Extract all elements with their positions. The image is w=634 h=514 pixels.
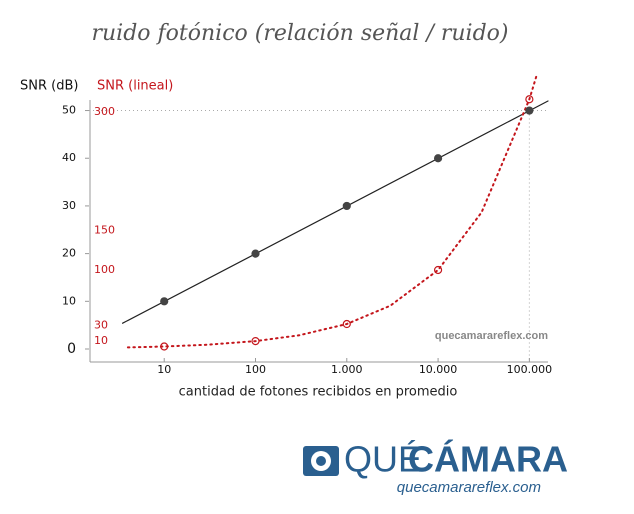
x-tick-label: 100.000 (507, 363, 553, 376)
y2-tick-label: 150 (94, 223, 115, 236)
y2-axis-label: SNR (lineal) (97, 79, 173, 94)
point (525, 95, 534, 104)
watermark: quecamarareflex.com (435, 330, 548, 342)
x-axis-label: cantidad de fotones recibidos en promedi… (179, 385, 458, 400)
point (342, 319, 351, 329)
point (525, 106, 534, 115)
y2-tick-label: 10 (94, 334, 108, 347)
y-tick-label: 0 (67, 341, 76, 357)
y2-tick-label: 30 (94, 318, 108, 331)
logo-url: quecamarareflex.com (397, 479, 541, 496)
logo-text: QUÉ (344, 439, 422, 480)
x-tick-label: 10 (157, 363, 171, 376)
y-axis-label: SNR (dB) (20, 79, 78, 94)
logo-icon (303, 446, 339, 476)
point (251, 249, 260, 258)
y-tick-label: 20 (62, 247, 76, 260)
y-tick-label: 30 (62, 199, 76, 212)
fit-line (126, 74, 538, 349)
y-tick-label: 10 (62, 294, 76, 307)
fit-line (122, 100, 549, 324)
logo-text: CÁMARA (408, 439, 568, 480)
point (342, 201, 351, 211)
point (433, 265, 443, 275)
x-tick-label: 1.000 (331, 363, 363, 376)
chart-title: ruido fotónico (relación señal / ruido) (92, 21, 509, 46)
x-tick-label: 10.000 (419, 363, 458, 376)
point (160, 342, 169, 351)
point (433, 154, 443, 163)
y-tick-label: 40 (62, 151, 76, 164)
point (251, 336, 260, 346)
y-tick-label: 50 (62, 104, 76, 117)
point (160, 297, 169, 306)
x-tick-label: 100 (245, 363, 266, 376)
y2-tick-label: 100 (94, 263, 115, 276)
y2-tick-label: 300 (94, 105, 115, 118)
